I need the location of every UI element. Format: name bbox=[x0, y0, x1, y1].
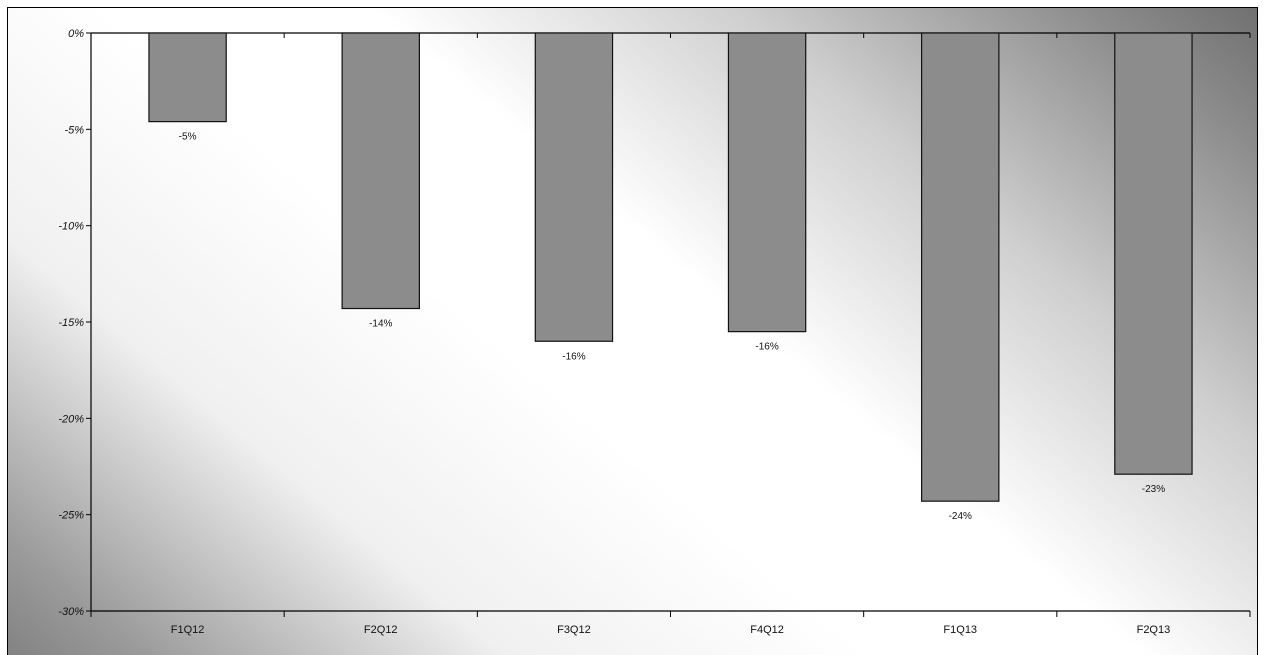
data-label-F3Q12: -16% bbox=[562, 351, 585, 362]
bar-F2Q13 bbox=[1114, 32, 1193, 475]
y-tick-label: -15% bbox=[58, 317, 84, 329]
data-label-F4Q12: -16% bbox=[755, 342, 778, 353]
data-label-F1Q13: -24% bbox=[949, 511, 972, 522]
bar-F3Q12 bbox=[534, 32, 614, 342]
x-tick-label: F2Q13 bbox=[1137, 624, 1171, 636]
data-labels: -5% -14% -16% -16% -24% -23% bbox=[179, 132, 1166, 523]
data-label-F2Q13: -23% bbox=[1142, 484, 1165, 495]
x-tick-label: F2Q12 bbox=[364, 624, 398, 636]
y-tick-label: -25% bbox=[58, 510, 84, 522]
y-tick-label: -10% bbox=[58, 221, 84, 233]
x-tick-label: F4Q12 bbox=[750, 624, 784, 636]
chart-frame bbox=[7, 7, 1258, 655]
y-tick-label: -20% bbox=[58, 413, 84, 425]
bar-F1Q13 bbox=[921, 32, 1000, 502]
bars bbox=[148, 32, 1193, 502]
bar-F2Q12 bbox=[341, 32, 420, 310]
x-tick-label: F3Q12 bbox=[557, 624, 591, 636]
data-label-F1Q12: -5% bbox=[179, 132, 197, 143]
y-axis: 0% -5% -10% -15% -20% -25% -30% bbox=[58, 28, 92, 618]
y-tick-label: -30% bbox=[58, 606, 84, 618]
bar-F1Q12 bbox=[148, 32, 227, 123]
y-tick-label: -5% bbox=[64, 124, 84, 136]
x-tick-label: F1Q12 bbox=[171, 624, 205, 636]
data-label-F2Q12: -14% bbox=[369, 319, 392, 330]
x-tick-label: F1Q13 bbox=[943, 624, 977, 636]
bar-F4Q12 bbox=[727, 32, 807, 333]
y-tick-label: 0% bbox=[68, 28, 84, 40]
x-axis: F1Q12 F2Q12 F3Q12 F4Q12 F1Q13 F2Q13 bbox=[90, 32, 1251, 636]
